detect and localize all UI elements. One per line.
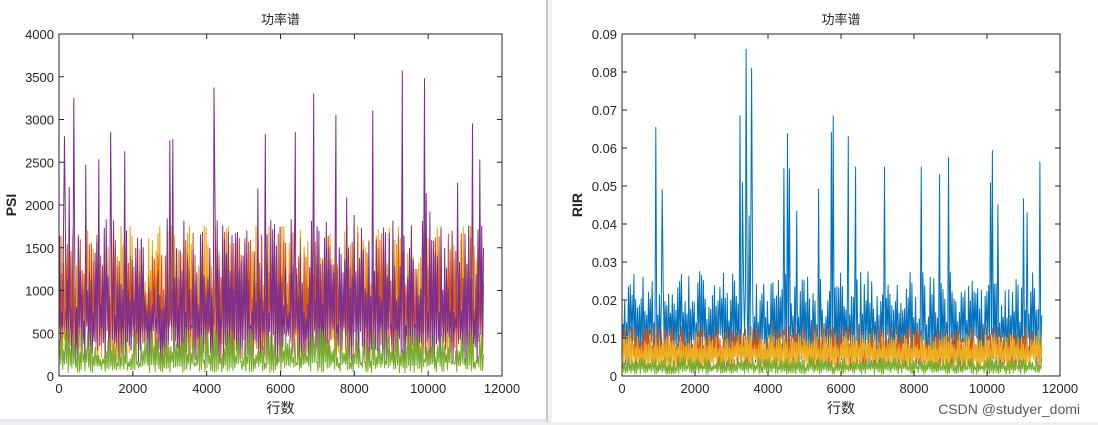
x-tick-label: 2000 bbox=[118, 381, 147, 396]
x-tick-label: 4000 bbox=[192, 381, 221, 396]
series-group bbox=[622, 48, 1043, 375]
y-tick-label: 0.05 bbox=[592, 179, 617, 194]
y-tick-label: 0.07 bbox=[592, 103, 617, 118]
series-line-4 bbox=[59, 326, 484, 374]
series-line-4 bbox=[622, 355, 1043, 375]
series-line-1 bbox=[622, 48, 1043, 367]
y-axis-label: RIR bbox=[569, 193, 585, 217]
x-tick-label: 10000 bbox=[969, 381, 1005, 396]
chart-title: 功率谱 bbox=[821, 12, 860, 28]
x-tick-label: 6000 bbox=[827, 381, 856, 396]
series-group bbox=[59, 70, 484, 374]
left-panel-bottom-strip bbox=[0, 419, 546, 422]
y-tick-label: 0.01 bbox=[592, 331, 617, 346]
y-tick-label: 3500 bbox=[25, 70, 54, 85]
left-figure-panel: 0 2000 4000 6000 8000 10000 12000 0 500 1000 1500 2… bbox=[0, 0, 548, 422]
x-axis-label: 行数 bbox=[827, 401, 855, 417]
x-axis-label: 行数 bbox=[267, 401, 295, 417]
x-tick-label: 4000 bbox=[754, 381, 783, 396]
psi-power-spectrum-chart: 0 2000 4000 6000 8000 10000 12000 0 500 1000 1500 2… bbox=[3, 12, 520, 417]
y-tick-label: 2000 bbox=[25, 198, 54, 213]
y-tick-label: 0 bbox=[47, 369, 54, 384]
rir-power-spectrum-chart: 0 2000 4000 6000 8000 10000 12000 0 0.01 0.02 0.03… bbox=[569, 12, 1078, 417]
x-tick-label: 8000 bbox=[340, 381, 369, 396]
chart-title: 功率谱 bbox=[261, 12, 300, 28]
x-tick-label: 12000 bbox=[484, 381, 520, 396]
y-tick-label: 2500 bbox=[25, 155, 54, 170]
y-tick-label: 0.03 bbox=[592, 255, 617, 270]
y-tick-label: 0.04 bbox=[592, 217, 617, 232]
x-tick-label: 6000 bbox=[266, 381, 295, 396]
x-tick-label: 0 bbox=[618, 381, 625, 396]
x-tick-label: 8000 bbox=[900, 381, 929, 396]
y-tick-label: 1000 bbox=[25, 284, 54, 299]
y-tick-label: 0.09 bbox=[592, 27, 617, 42]
x-tick-label: 0 bbox=[55, 381, 62, 396]
y-axis-label: PSI bbox=[3, 194, 19, 217]
y-tick-label: 0 bbox=[610, 369, 617, 384]
y-tick-label: 500 bbox=[32, 326, 54, 341]
y-tick-label: 0.08 bbox=[592, 65, 617, 80]
x-tick-label: 12000 bbox=[1042, 381, 1078, 396]
y-tick-label: 4000 bbox=[25, 27, 54, 42]
series-line-3 bbox=[622, 329, 1043, 372]
watermark-text: CSDN @studyer_domi bbox=[938, 401, 1080, 417]
x-tick-label: 2000 bbox=[681, 381, 710, 396]
y-tick-label: 0.02 bbox=[592, 293, 617, 308]
y-tick-label: 3000 bbox=[25, 113, 54, 128]
x-tick-label: 10000 bbox=[410, 381, 446, 396]
y-tick-label: 0.06 bbox=[592, 141, 617, 156]
y-tick-label: 1500 bbox=[25, 241, 54, 256]
right-figure-panel: 0 2000 4000 6000 8000 10000 12000 0 0.01 0.02 0.03… bbox=[552, 0, 1098, 422]
series-line-3 bbox=[59, 70, 484, 365]
